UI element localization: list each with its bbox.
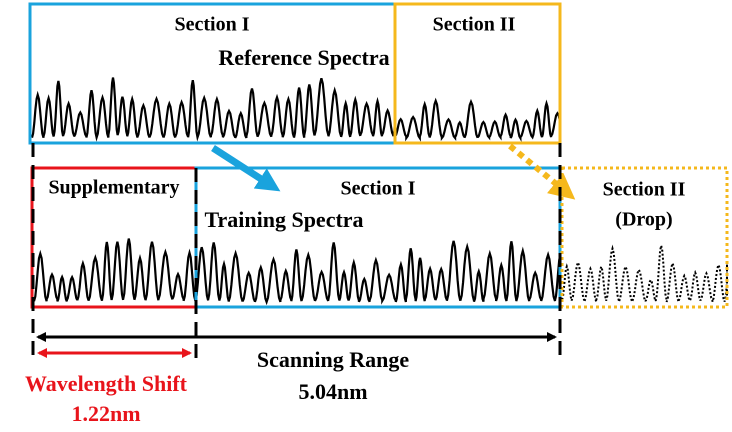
label: (Drop) <box>615 209 672 231</box>
label: Section II <box>433 14 516 36</box>
training-wave <box>32 238 562 306</box>
label: Wavelength Shift <box>25 371 188 396</box>
reference-section2-box <box>393 2 562 145</box>
label: Section II <box>603 179 686 201</box>
drop-box <box>560 166 729 309</box>
label: Scanning Range <box>257 347 409 372</box>
label: Section I <box>341 178 416 200</box>
value: 5.04nm <box>298 379 367 404</box>
label: Section I <box>175 14 250 36</box>
reference-wave <box>30 77 397 142</box>
value: 1.22nm <box>71 401 140 426</box>
drop-wave <box>561 244 728 303</box>
shift-arrow <box>211 145 281 192</box>
drop-arrow <box>508 143 576 200</box>
title: Reference Spectra <box>218 45 389 70</box>
title: Training Spectra <box>204 207 363 232</box>
label: Supplementary <box>48 177 179 199</box>
boundary-lines <box>31 143 562 362</box>
spectra <box>30 77 728 306</box>
reference-wave <box>394 97 562 143</box>
